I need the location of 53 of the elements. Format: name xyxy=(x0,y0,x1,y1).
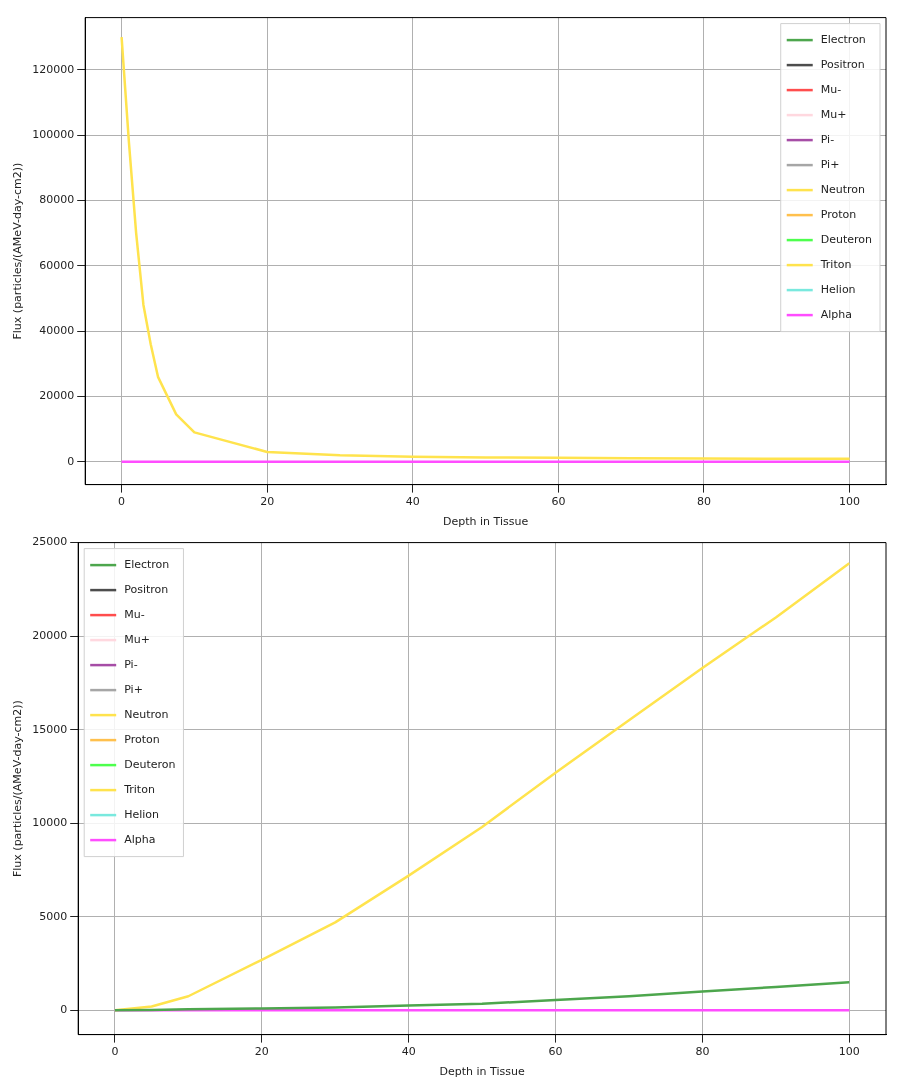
legend-label: Electron xyxy=(820,32,866,46)
legend-label: Neutron xyxy=(124,707,169,721)
legend-label: Triton xyxy=(123,782,155,796)
legend-label: Pi- xyxy=(124,657,138,671)
y-tick-label: 5000 xyxy=(39,909,68,923)
legend-label: Helion xyxy=(820,282,856,296)
x-tick-label: 20 xyxy=(254,1045,269,1059)
x-tick-label: 80 xyxy=(695,1045,710,1059)
legend-label: Alpha xyxy=(820,307,853,321)
legend-label: Mu+ xyxy=(820,107,847,121)
y-tick-label: 40000 xyxy=(39,323,75,337)
legend-label: Pi+ xyxy=(820,157,840,171)
x-tick-label: 100 xyxy=(838,1045,860,1059)
x-axis-title: Depth in Tissue xyxy=(439,1065,525,1079)
x-tick-label: 0 xyxy=(118,495,126,509)
legend-label: Mu- xyxy=(820,82,842,96)
legend-label: Mu- xyxy=(124,607,145,621)
x-tick-label: 100 xyxy=(839,495,861,509)
y-tick-label: 15000 xyxy=(32,722,68,736)
y-tick-label: 20000 xyxy=(32,629,68,642)
legend-label: Pi+ xyxy=(124,682,143,696)
y-axis-title: Flux (particles/(AMeV-day-cm2)) xyxy=(11,162,25,340)
legend-label: Proton xyxy=(820,207,857,221)
y-tick-label: 0 xyxy=(67,454,75,468)
y-tick-label: 0 xyxy=(60,1003,68,1017)
y-axis-title: Flux (particles/(AMeV-day-cm2)) xyxy=(11,700,25,878)
x-tick-label: 60 xyxy=(548,1045,563,1059)
x-tick-label: 60 xyxy=(551,495,566,509)
x-tick-label: 40 xyxy=(401,1045,416,1059)
legend-label: Triton xyxy=(819,257,852,271)
legend-label: Deuteron xyxy=(820,232,873,246)
y-tick-label: 20000 xyxy=(39,389,75,403)
legend-label: Helion xyxy=(124,807,160,821)
legend-label: Pi- xyxy=(820,132,835,146)
y-tick-label: 10000 xyxy=(32,816,68,830)
x-tick-label: 40 xyxy=(405,495,420,509)
x-axis-title: Depth in Tissue xyxy=(443,515,529,529)
x-tick-label: 80 xyxy=(697,495,711,509)
legend-label: Electron xyxy=(124,557,170,571)
legend-label: Positron xyxy=(124,582,169,596)
legend-label: Neutron xyxy=(820,182,866,196)
legend-label: Deuteron xyxy=(124,757,176,771)
legend-label: Positron xyxy=(820,57,865,71)
x-tick-label: 20 xyxy=(260,495,275,509)
y-tick-label: 60000 xyxy=(39,258,75,272)
y-tick-label: 25000 xyxy=(32,535,68,549)
legend-label: Proton xyxy=(124,732,160,746)
y-tick-label: 120000 xyxy=(32,62,75,76)
y-tick-label: 80000 xyxy=(39,193,75,207)
y-tick-label: 100000 xyxy=(32,128,75,142)
legend-label: Mu+ xyxy=(124,632,150,646)
legend-label: Alpha xyxy=(124,832,156,846)
x-tick-label: 0 xyxy=(111,1045,119,1059)
